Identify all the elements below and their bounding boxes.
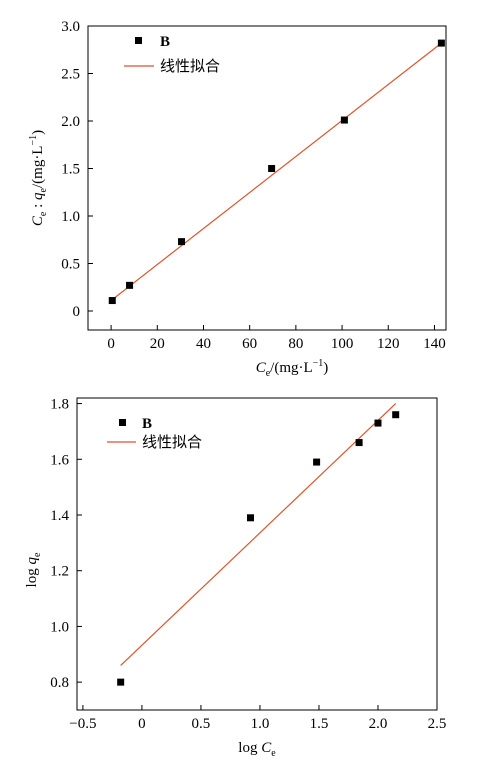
plot-frame [76, 397, 438, 711]
x-tick-label: 0.5 [192, 716, 211, 732]
data-point [392, 411, 400, 419]
legend: B 线性拟合 [107, 416, 202, 451]
x-tick-label: 2.5 [428, 716, 447, 732]
data-points-group [108, 39, 445, 305]
ticks: 0 20 40 60 80 100 120 140 0 0.5 1.0 1.5 2.0 2.5 3.0 [61, 19, 445, 352]
y-tick-label: 1.2 [50, 564, 69, 580]
fit-line [111, 42, 442, 301]
data-points-group [117, 411, 400, 686]
ticks: −0.5 0 0.5 1.0 1.5 2.0 2.5 0.8 1.0 1.2 1.4 1.6 1.8 [50, 397, 446, 732]
x-tick-label: 60 [242, 336, 257, 352]
legend-label-b: B [142, 416, 152, 432]
legend: B 线性拟合 [124, 34, 220, 75]
legend-label-fit: 线性拟合 [160, 58, 220, 75]
x-tick-label: 100 [331, 336, 354, 352]
y-tick-label: 0.5 [61, 257, 80, 273]
x-tick-label: 1.0 [251, 716, 270, 732]
data-point [247, 514, 255, 522]
data-point [374, 419, 382, 427]
legend-marker-b [135, 37, 142, 44]
data-point [117, 678, 125, 686]
y-tick-label: 0 [73, 304, 81, 320]
y-tick-label: 1.0 [61, 209, 80, 225]
y-tick-label: 1.4 [50, 508, 69, 524]
y-axis-title: log qe [24, 552, 43, 587]
data-point [355, 439, 363, 447]
y-tick-label: 1.8 [50, 397, 69, 413]
y-tick-label: 1.5 [61, 162, 80, 178]
plot-frame [87, 25, 447, 331]
y-tick-label: 0.8 [50, 675, 69, 691]
fit-line [120, 403, 397, 666]
chart-freundlich-log: −0.5 0 0.5 1.0 1.5 2.0 2.5 0.8 1.0 1.2 1.4 1.6 1.8 l… [24, 397, 446, 759]
data-point [437, 39, 445, 47]
x-tick-label: 80 [288, 336, 303, 352]
fit-line-group [111, 42, 442, 301]
legend-marker-b [119, 419, 126, 426]
x-tick-label: 120 [377, 336, 400, 352]
legend-label-fit: 线性拟合 [142, 434, 202, 451]
data-point [178, 238, 186, 246]
y-axis-title: Ce : qe/(mg·L−1) [28, 130, 49, 226]
x-tick-label: 40 [196, 336, 211, 352]
y-tick-label: 2.0 [61, 114, 80, 130]
x-tick-label: 1.5 [310, 716, 329, 732]
x-tick-label: 0 [138, 716, 146, 732]
x-tick-label: 20 [150, 336, 165, 352]
y-tick-label: 3.0 [61, 19, 80, 35]
data-point [108, 297, 116, 305]
data-point [313, 458, 321, 466]
chart-isotherm-linear: 0 20 40 60 80 100 120 140 0 0.5 1.0 1.5 2.0 2.5 3.0 Ce… [28, 19, 447, 379]
data-point [126, 281, 134, 289]
x-tick-label: −0.5 [69, 716, 96, 732]
x-axis-title: log Ce [238, 740, 276, 759]
fit-line-group [120, 403, 397, 666]
legend-label-b: B [160, 34, 170, 50]
x-axis-title: Ce/(mg·L−1) [256, 358, 329, 379]
y-tick-label: 2.5 [61, 67, 80, 83]
x-tick-label: 2.0 [369, 716, 388, 732]
y-tick-label: 1.0 [50, 619, 69, 635]
data-point [268, 165, 276, 172]
x-tick-label: 140 [423, 336, 446, 352]
y-tick-label: 1.6 [50, 452, 69, 468]
data-point [340, 116, 348, 124]
x-tick-label: 0 [107, 336, 115, 352]
